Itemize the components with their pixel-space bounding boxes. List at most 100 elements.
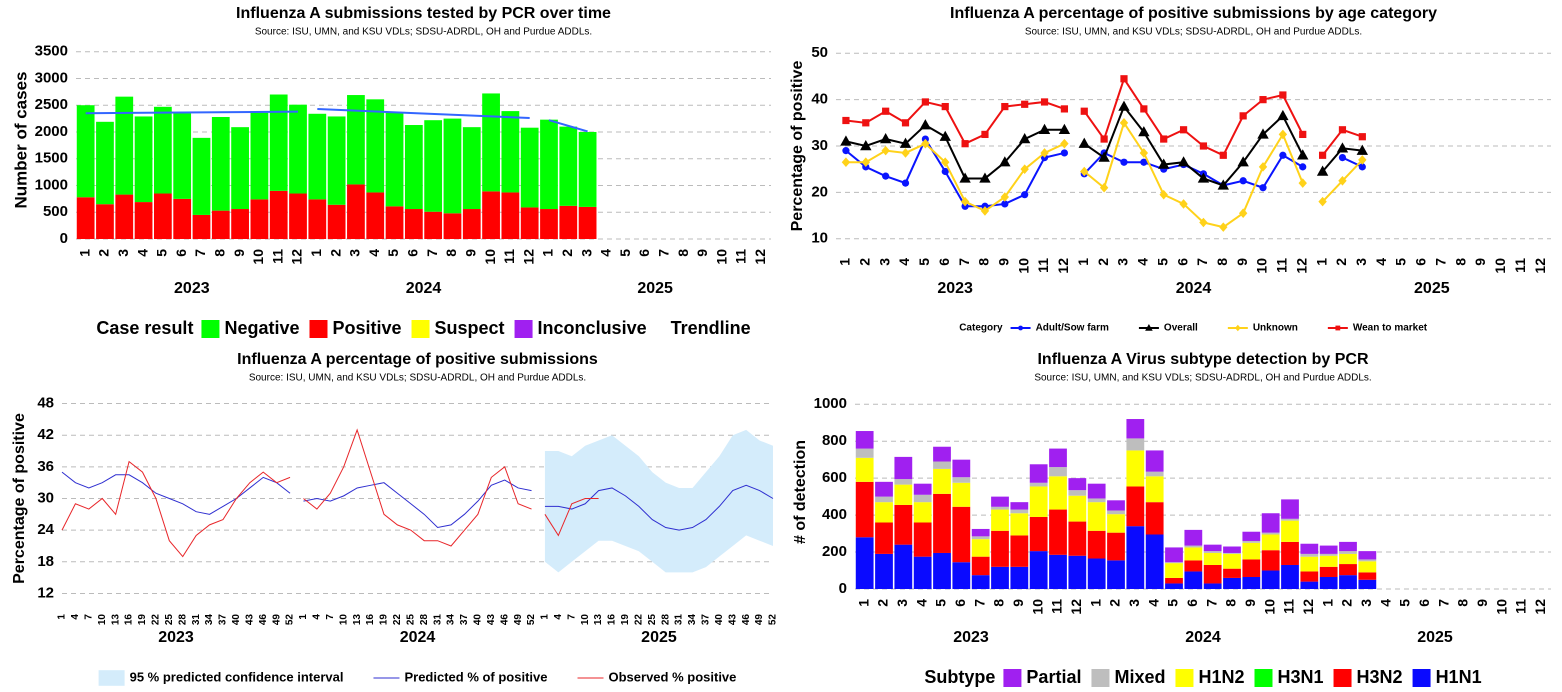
bar	[875, 553, 893, 589]
bar	[1203, 544, 1222, 552]
x-tick-label: 10	[1015, 258, 1031, 274]
x-tick-label: 1	[308, 249, 324, 257]
x-tick-label: 7	[971, 599, 987, 607]
y-tick-label: 20	[811, 183, 828, 200]
x-tick-label: 46	[499, 614, 510, 626]
y-tick-label: 0	[60, 230, 68, 247]
bar	[1165, 563, 1183, 578]
x-tick-label: 5	[1397, 599, 1413, 607]
x-tick-label: 12	[1532, 599, 1548, 615]
bar	[173, 198, 192, 239]
marker	[1358, 163, 1366, 171]
bar	[855, 457, 874, 482]
marker	[1139, 148, 1149, 158]
x-tick-label: 9	[694, 249, 710, 257]
bar	[1010, 535, 1029, 567]
marker	[961, 140, 969, 148]
y-tick-label: 3500	[35, 43, 68, 60]
marker	[1145, 324, 1153, 331]
bar	[1339, 541, 1357, 552]
legend-label: Partial	[1026, 667, 1081, 687]
marker	[1120, 75, 1128, 83]
x-group-label: 2025	[1414, 280, 1450, 297]
bar	[971, 528, 990, 537]
marker	[1140, 105, 1148, 113]
x-tick-label: 31	[191, 614, 202, 626]
y-tick-label: 12	[37, 584, 54, 601]
marker	[840, 135, 852, 146]
marker	[1098, 151, 1110, 162]
marker	[1356, 144, 1369, 155]
x-tick-label: 7	[325, 614, 336, 620]
legend-label: H3N1	[1278, 667, 1324, 687]
bar	[1242, 559, 1261, 577]
marker	[1277, 109, 1289, 121]
marker	[1100, 135, 1108, 143]
bar	[347, 184, 365, 239]
bar	[1203, 583, 1222, 589]
marker	[1318, 151, 1327, 159]
x-tick-label: 2	[559, 249, 575, 257]
x-tick-label: 40	[231, 614, 242, 626]
marker	[1219, 151, 1227, 159]
x-tick-label: 22	[151, 614, 162, 626]
bar	[1319, 553, 1338, 556]
bar	[913, 483, 932, 495]
y-tick-label: 10	[811, 230, 828, 247]
bar	[855, 448, 874, 458]
bar	[1319, 545, 1338, 554]
bar	[1203, 564, 1222, 584]
x-tick-label: 8	[991, 599, 1007, 607]
bar	[231, 209, 249, 239]
x-tick-label: 46	[258, 614, 269, 626]
x-tick-label: 25	[164, 614, 175, 626]
marker	[1158, 158, 1170, 169]
x-tick-label: 2	[856, 258, 872, 266]
x-tick-label: 6	[1416, 599, 1432, 607]
marker	[919, 119, 932, 130]
x-group-label: 2025	[637, 280, 673, 297]
marker	[881, 145, 890, 156]
bar	[1107, 532, 1125, 561]
x-tick-label: 49	[754, 614, 765, 626]
chart-title: Influenza A percentage of positive submi…	[950, 5, 1437, 22]
bar	[1165, 547, 1183, 563]
x-tick-label: 1	[540, 249, 556, 257]
x-tick-label: 3	[347, 249, 363, 257]
x-tick-label: 4	[366, 249, 382, 257]
marker	[1018, 133, 1031, 144]
legend: Subtype Partial Mixed H1N2 H3N1 H3N2 H1N1	[924, 667, 1482, 687]
bar	[1145, 450, 1164, 472]
legend-label: Trendline	[671, 318, 751, 338]
x-tick-label: 22	[633, 614, 644, 626]
bar	[894, 456, 913, 480]
bar	[1068, 490, 1087, 496]
x-tick-label: 6	[636, 249, 652, 257]
bar	[404, 209, 423, 239]
x-tick-label: 3	[1353, 258, 1369, 266]
x-tick-label: 10	[482, 249, 498, 265]
x-tick-label: 11	[733, 249, 749, 264]
x-tick-label: 2	[96, 249, 112, 257]
bar	[1145, 534, 1164, 589]
marker	[921, 138, 930, 149]
x-tick-label: 19	[379, 614, 390, 626]
marker	[901, 148, 910, 158]
marker	[1177, 156, 1190, 167]
marker	[1238, 208, 1248, 219]
bar	[1281, 541, 1299, 565]
x-tick-label: 3	[578, 249, 594, 257]
marker	[1318, 196, 1327, 207]
marker	[1021, 100, 1029, 108]
bar	[952, 482, 971, 507]
legend-label: Negative	[224, 318, 299, 338]
x-tick-label: 9	[1010, 599, 1026, 607]
series-line	[61, 428, 599, 558]
x-tick-label: 5	[933, 599, 949, 607]
legend-swatch	[1091, 669, 1110, 687]
marker	[1197, 172, 1210, 183]
chart-panel: Influenza A Virus subtype detection by P…	[792, 351, 1551, 687]
x-tick-label: 1	[1319, 599, 1335, 607]
x-tick-label: 11	[1512, 258, 1528, 273]
marker	[960, 196, 970, 207]
